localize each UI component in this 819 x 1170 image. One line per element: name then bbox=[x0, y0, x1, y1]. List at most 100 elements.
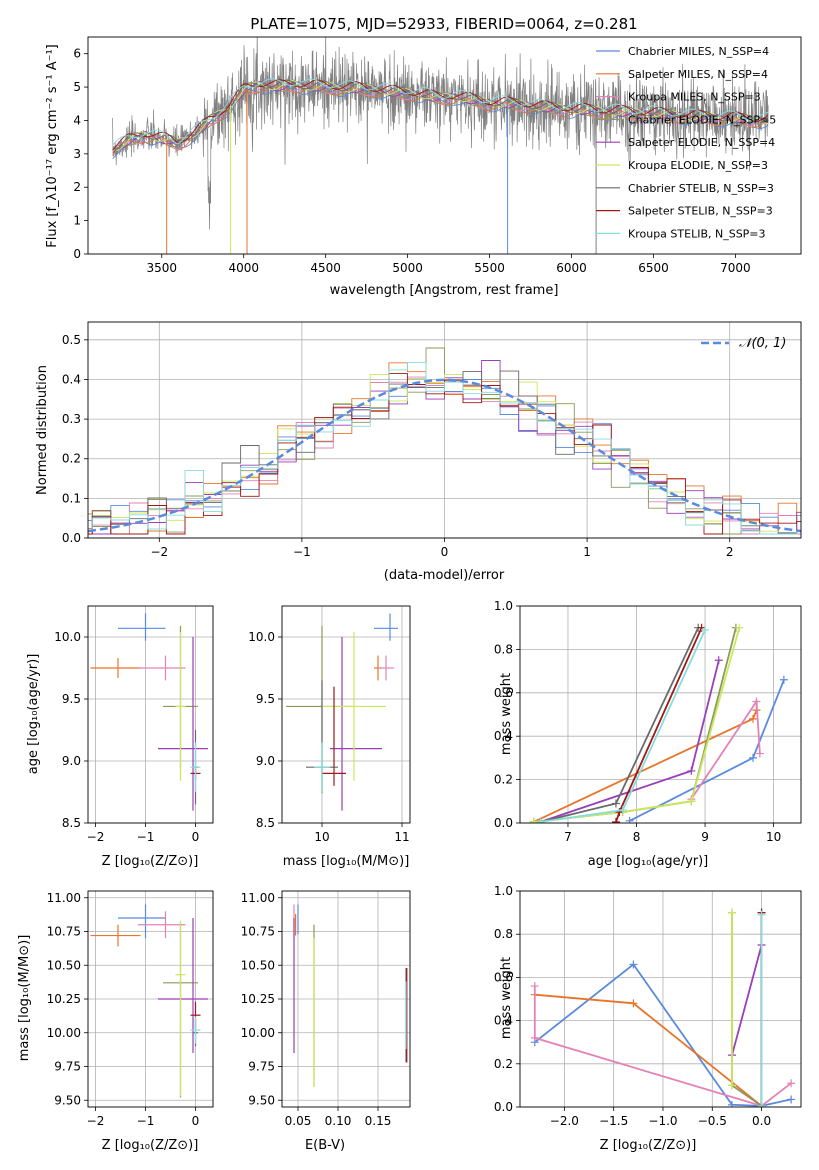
mass_vs_ebv-ytick-label: 10.00 bbox=[241, 1026, 275, 1040]
residuals-ytick-label: 0.3 bbox=[62, 412, 81, 426]
spectrum-ytick-label: 0 bbox=[73, 247, 81, 261]
mass_vs_Z-ytick-label: 11.00 bbox=[47, 891, 81, 905]
mass_vs_ebv-ytick-label: 10.50 bbox=[241, 958, 275, 972]
weight_vs_age-series-8 bbox=[540, 629, 706, 823]
weight_vs_Z-series-4 bbox=[731, 944, 763, 1056]
spectrum-legend-label: Chabrier ELODIE, N_SSP=5 bbox=[628, 113, 776, 126]
weight_vs_Z-xtick-label: −1.5 bbox=[599, 1114, 628, 1128]
residuals-panel: −2 −1 0 1 2 0.0 0.1 0.2 0.3 0.4 0.5 𝒩(0, 1) bbox=[62, 321, 802, 559]
mass_vs_Z-frame bbox=[87, 890, 214, 1108]
mass_vs_ebv-plot-area bbox=[293, 904, 408, 1087]
weight_vs_Z-series-2 bbox=[533, 986, 792, 1107]
age_vs_mass-ytick-label: 9.0 bbox=[256, 754, 275, 768]
residuals-plot-area bbox=[88, 347, 801, 535]
spectrum-xtick-label: 4500 bbox=[310, 261, 341, 275]
weight_vs_age-marker-4-2 bbox=[714, 656, 723, 665]
spectrum-legend-label: Kroupa STELIB, N_SSP=3 bbox=[628, 227, 766, 240]
weight_vs_Z-series-1 bbox=[534, 993, 763, 1107]
age_vs_Z-plot-area bbox=[90, 613, 208, 811]
age_vs_Z-xtick-label: −1 bbox=[137, 830, 155, 844]
spectrum-model-line-6 bbox=[112, 79, 769, 153]
weight_vs_age-marker-6-1 bbox=[611, 799, 620, 808]
weight_vs_age-ytick-label: 1.0 bbox=[494, 599, 513, 613]
mass-vs-ebv-xlabel: E(B-V) bbox=[305, 1138, 345, 1153]
mass_vs_ebv-xtick-label: 0.10 bbox=[325, 1114, 352, 1128]
mass-vs-metallicity-ylabel: mass [log₁₀(M/M⊙)] bbox=[17, 935, 32, 1062]
age-vs-metallicity-xlabel: Z [log₁₀(Z/Z⊙)] bbox=[102, 854, 199, 869]
age_vs_mass-frame bbox=[281, 605, 411, 824]
mass_vs_Z-xtick-label: −1 bbox=[137, 1114, 155, 1128]
weight-vs-metallicity-xlabel: Z [log₁₀(Z/Z⊙)] bbox=[600, 1138, 697, 1153]
weight_vs_Z-marker-0-4 bbox=[787, 1095, 796, 1104]
weight_vs_Z-ytick-label: 0.8 bbox=[494, 927, 513, 941]
spectrum-ytick-label: 5 bbox=[73, 80, 81, 94]
weight_vs_Z-marker-0-2 bbox=[727, 1100, 736, 1107]
weight_vs_age-frame bbox=[519, 605, 802, 824]
spectrum-xtick-label: 5000 bbox=[392, 261, 423, 275]
mass-vs-metallicity-panel: −2 −1 0 9.50 9.75 10.00 10.25 10.50 10.75 11.00 bbox=[47, 890, 214, 1128]
spectrum-legend-label: Kroupa ELODIE, N_SSP=3 bbox=[628, 159, 768, 172]
weight_vs_age-marker-5-3 bbox=[735, 623, 744, 632]
weight_vs_age-marker-2-2 bbox=[755, 749, 764, 758]
weight_vs_Z-plot-area bbox=[530, 908, 796, 1107]
weight_vs_age-marker-1-1 bbox=[749, 714, 758, 723]
spectrum-ytick-label: 4 bbox=[73, 113, 81, 127]
weight_vs_age-xtick-label: 8 bbox=[633, 830, 641, 844]
weight_vs_age-ytick-label: 0.2 bbox=[494, 773, 513, 787]
weight_vs_age-marker-5-0 bbox=[529, 817, 538, 823]
spectrum-legend-label: Kroupa MILES, N_SSP=3 bbox=[628, 91, 761, 104]
spectrum-legend-label: Salpeter ELODIE, N_SSP=4 bbox=[628, 136, 775, 149]
mass_vs_ebv-frame bbox=[281, 890, 411, 1108]
mass-vs-metallicity-xlabel: Z [log₁₀(Z/Z⊙)] bbox=[102, 1138, 199, 1153]
spectrum-ytick-label: 3 bbox=[73, 147, 81, 161]
spectrum-model-line-4 bbox=[112, 81, 769, 149]
weight_vs_age-ytick-label: 0.4 bbox=[494, 729, 513, 743]
weight_vs_age-marker-8-1 bbox=[618, 805, 627, 814]
mass_vs_ebv-ytick-label: 9.50 bbox=[248, 1093, 275, 1107]
weight_vs_Z-marker-2-1 bbox=[530, 1033, 539, 1042]
weight_vs_age-series-2 bbox=[690, 698, 761, 800]
age_vs_Z-ytick-label: 9.0 bbox=[62, 754, 81, 768]
weight_vs_age-ytick-label: 0.0 bbox=[494, 816, 513, 830]
weight-vs-age-ylabel: mass weight bbox=[499, 673, 514, 755]
mass_vs_Z-ytick-label: 9.50 bbox=[54, 1093, 81, 1107]
weight_vs_Z-marker-2-3 bbox=[787, 1079, 796, 1088]
spectrum-xtick-label: 7000 bbox=[720, 261, 751, 275]
age-vs-metallicity-panel: −2 −1 0 8.5 9.0 9.5 10.0 bbox=[54, 605, 214, 844]
weight_vs_Z-marker-0-1 bbox=[629, 960, 638, 969]
residuals-xlabel: (data-model)/error bbox=[384, 568, 505, 583]
spectrum-title: PLATE=1075, MJD=52933, FIBERID=0064, z=0… bbox=[250, 15, 637, 33]
spectrum-ytick-label: 6 bbox=[73, 47, 81, 61]
weight_vs_age-marker-5-2 bbox=[687, 797, 696, 806]
residuals-xtick-label: 1 bbox=[583, 545, 591, 559]
weight_vs_Z-ytick-label: 0.4 bbox=[494, 1014, 513, 1028]
residuals-ytick-label: 0.0 bbox=[62, 531, 81, 545]
age_vs_mass-xtick-label: 10 bbox=[314, 830, 329, 844]
weight_vs_age-marker-7-0 bbox=[611, 817, 620, 823]
weight_vs_Z-xtick-label: 0.0 bbox=[752, 1114, 771, 1128]
weight_vs_age-marker-0-2 bbox=[779, 675, 788, 684]
age_vs_Z-frame bbox=[87, 605, 214, 824]
mass_vs_Z-ytick-label: 10.25 bbox=[47, 992, 81, 1006]
weight_vs_age-series-3 bbox=[533, 627, 737, 823]
spectrum-xtick-label: 3500 bbox=[146, 261, 177, 275]
residuals-xtick-label: 2 bbox=[726, 545, 734, 559]
weight_vs_Z-ytick-label: 0.0 bbox=[494, 1100, 513, 1114]
weight_vs_age-ytick-label: 0.6 bbox=[494, 686, 513, 700]
residuals-normal-curve bbox=[88, 378, 801, 533]
age_vs_Z-ytick-label: 8.5 bbox=[62, 816, 81, 830]
residuals-ytick-label: 0.4 bbox=[62, 372, 81, 386]
spectrum-legend-label: Salpeter MILES, N_SSP=4 bbox=[628, 68, 768, 81]
weight-vs-metallicity-panel: −2.0 −1.5 −1.0 −0.5 0.0 0.0 0.2 0.4 0.6 0.8 1.0 bbox=[494, 884, 802, 1128]
mass_vs_Z-ytick-label: 10.50 bbox=[47, 958, 81, 972]
weight_vs_age-marker-0-1 bbox=[749, 753, 758, 762]
weight_vs_age-series-1 bbox=[533, 709, 758, 823]
mass_vs_Z-xtick-label: 0 bbox=[192, 1114, 200, 1128]
spectrum-ylabel: Flux [f_λ10⁻¹⁷ erg cm⁻² s⁻¹ A⁻¹] bbox=[45, 44, 60, 248]
mass_vs_Z-ytick-label: 9.75 bbox=[54, 1060, 81, 1074]
age_vs_mass-ytick-label: 9.5 bbox=[256, 692, 275, 706]
weight-vs-metallicity-ylabel: mass weight bbox=[499, 957, 514, 1039]
spectrum-xlabel: wavelength [Angstrom, rest frame] bbox=[330, 283, 559, 298]
residuals-legend-label: 𝒩(0, 1) bbox=[739, 336, 786, 351]
mass_vs_Z-ytick-label: 10.75 bbox=[47, 925, 81, 939]
